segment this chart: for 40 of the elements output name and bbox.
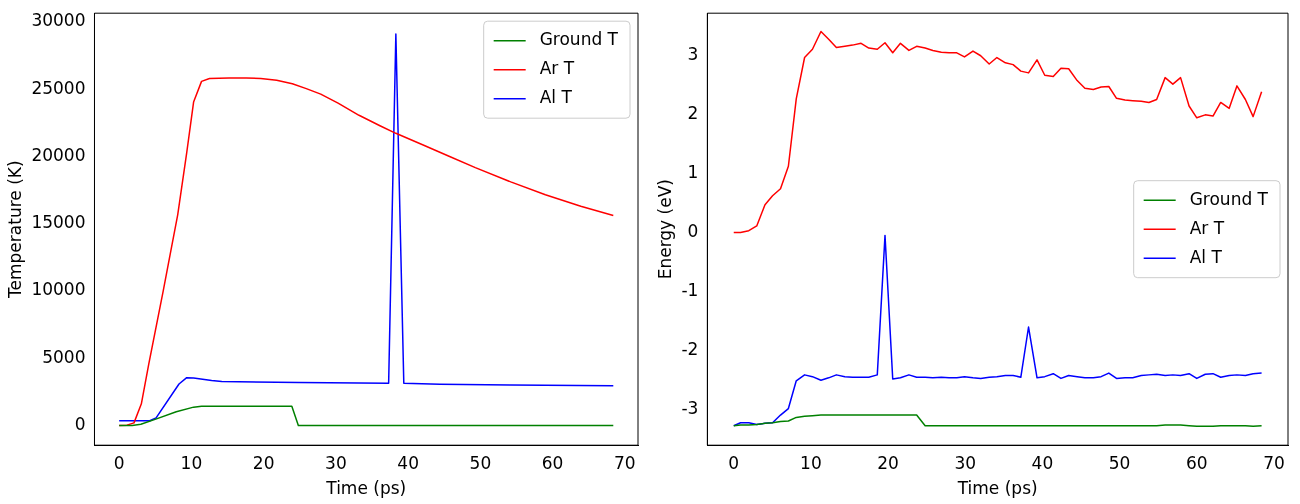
y-axis-title: Temperature (K) [4,160,25,299]
x-tick-label: 0 [113,452,125,473]
legend-label: Ground T [1189,188,1269,209]
y-tick-label: -1 [681,279,699,300]
x-tick-label: 30 [325,452,347,473]
y-tick-label: -3 [681,398,699,419]
y-tick-label: 3 [687,43,699,64]
x-tick-label: 0 [728,452,740,473]
y-tick-label: 30000 [31,10,86,31]
legend-label: Ar T [539,58,575,79]
x-tick-label: 20 [252,452,275,473]
y-tick-label: 0 [687,220,699,241]
x-tick-label: 30 [954,452,977,473]
x-tick-label: 60 [1185,452,1208,473]
y-tick-label: 0 [74,413,86,434]
x-tick-label: 40 [397,452,419,473]
y-tick-label: 10000 [31,279,86,300]
x-tick-label: 40 [1031,452,1054,473]
x-tick-label: 50 [1108,452,1131,473]
y-tick-label: 20000 [31,144,86,165]
y-tick-label: 5000 [42,346,86,367]
x-tick-label: 10 [180,452,203,473]
y-tick-label: -2 [681,339,699,360]
legend-label: Al T [539,87,573,108]
y-axis-title: Energy (eV) [654,179,675,280]
x-axis-title: Time (ps) [325,478,407,499]
y-tick-label: 2 [687,102,699,123]
x-tick-label: 70 [614,452,636,473]
y-tick-label: 25000 [31,77,86,98]
legend-label: Ar T [1189,217,1225,238]
x-tick-label: 10 [800,452,822,473]
x-tick-label: 50 [469,452,492,473]
y-tick-label: 1 [687,161,699,182]
x-tick-label: 70 [1263,452,1285,473]
legend-label: Al T [1189,246,1223,267]
y-tick-label: 15000 [31,212,86,233]
legend-label: Ground T [539,29,619,50]
x-tick-label: 60 [541,452,564,473]
x-tick-label: 20 [877,452,899,473]
x-axis-title: Time (ps) [956,478,1038,499]
